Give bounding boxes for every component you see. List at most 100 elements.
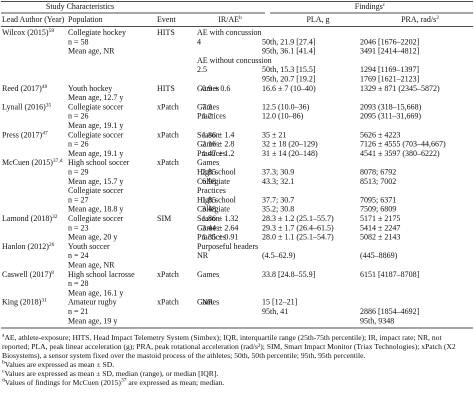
author-text: Lamond (2018) (2, 214, 52, 223)
cell-pra: 4541 ± 3597 (380–6222) (360, 149, 440, 158)
cell-population: n = 23 (68, 223, 89, 232)
column-header: Lead Author (Year) (2, 15, 65, 24)
cell-ir: NR (197, 251, 209, 260)
column-header-text: PLA, g (306, 15, 329, 24)
reference: 47 (42, 130, 48, 136)
cell-population: n = 28 (68, 279, 89, 288)
cell-population: Mean age, 19 y (68, 316, 117, 325)
cell-pra: 7509; 6809 (360, 205, 396, 214)
author: Caswell (2017)8 (2, 270, 54, 279)
cell-population: Mean age, 19.1 y (68, 149, 123, 158)
cell-population: Mean age, 12.7 y (68, 93, 123, 102)
cell-ir: AE with concussion (197, 28, 261, 37)
cell-pra: 5082 ± 2143 (360, 233, 400, 242)
cell-pra: 5414 ± 2247 (360, 223, 400, 232)
cell-event: xPatch (157, 158, 179, 167)
cell-ir: Games (197, 223, 219, 232)
cell-ir: Collegiate (197, 205, 230, 214)
cell-pra: 95th, 9348 (360, 316, 394, 325)
column-header-sup: b (239, 15, 242, 21)
group-header: Study Characteristics (46, 2, 114, 11)
footnote: dValues of findings for McCuen (2015)37 … (2, 378, 470, 387)
cell-population: n = 24 (68, 251, 89, 260)
footnote-mark: b (2, 359, 5, 366)
cell-population: n = 26 (68, 140, 89, 149)
cell-pra: 12.0 (10–86) (262, 112, 304, 121)
cell-ir: Games (197, 158, 219, 167)
author: McCuen (2015)37,d (2, 158, 63, 167)
cell-pla: 50th, 21.9 [27.4] (262, 37, 316, 46)
cell-pra: 28.0 ± 1.1 (25.1–54.7) (262, 233, 334, 242)
cell-pla: 33.8 [24.8–55.9] (262, 270, 316, 279)
cell-pla: 3.48 (202, 205, 216, 214)
author-text: Wilcox (2015) (2, 28, 49, 37)
cell-population: Mean age, 19.1 y (68, 121, 123, 130)
cell-pra: 8078; 6792 (360, 168, 396, 177)
cell-population: Mean age, NR (68, 47, 115, 56)
cell-pla: 50th, 15.3 [15.5] (262, 65, 316, 74)
cell-population: Collegiate hockey (68, 28, 126, 37)
cell-pra: 7095; 6371 (360, 195, 396, 204)
author: Hanlon (2012)26 (2, 242, 55, 251)
cell-population: Youth hockey (68, 84, 112, 93)
cell-ir: High school (197, 195, 237, 204)
reference: 31 (41, 298, 47, 304)
group-header: Findingsc (355, 2, 386, 11)
cell-pla: 95th, 36.1 [41.4] (262, 47, 316, 56)
footnote-text: are expressed as mean; median. (126, 378, 225, 387)
author: Lamond (2018)32 (2, 214, 58, 223)
cell-population: Youth soccer (68, 242, 110, 251)
author: King (2018)31 (2, 298, 47, 307)
cell-pra: 31 ± 14 (20–148) (262, 149, 318, 158)
cell-pla: 1.86 ± 1.4 (202, 130, 234, 139)
author-text: Reed (2017) (2, 84, 42, 93)
cell-pla: 1.2 (202, 112, 212, 121)
author: Wilcox (2015)58 (2, 28, 54, 37)
column-header-text: PRA, rad/s (401, 15, 436, 24)
cell-population: Collegiate soccer (68, 214, 124, 223)
cell-ir: Games (197, 84, 219, 93)
cell-pra: 6151 [4187–8708] (360, 270, 420, 279)
author-text: Hanlon (2012) (2, 242, 49, 251)
cell-event: xPatch (157, 270, 179, 279)
cell-ir: AE without concussion (197, 56, 272, 65)
cell-population: n = 27 (68, 195, 89, 204)
cell-population: n = 26 (68, 112, 89, 121)
column-header: Event (157, 15, 176, 24)
footnote-text: Values are expressed as mean ± SD. (4, 360, 115, 369)
cell-pra: 1329 ± 871 (2345–5872) (360, 84, 440, 93)
cell-population: Mean age, 18.8 y (68, 205, 123, 214)
cell-pra: 1769 [1621–2123] (360, 75, 420, 84)
cell-ir: Games (197, 140, 219, 149)
column-header: IR/AEb (218, 15, 242, 24)
cell-population: Collegiate soccer (68, 102, 124, 111)
reference: 8 (51, 270, 54, 276)
reference: 32 (52, 214, 58, 220)
cell-event: xPatch (157, 298, 179, 307)
cell-population: Mean age, 20 y (68, 233, 117, 242)
cell-pla: 95th, 41 (262, 307, 288, 316)
cell-ir: 2.5 (197, 65, 207, 74)
cell-pra: 35 ± 21 (262, 130, 286, 139)
author-text: McCuen (2015) (2, 158, 53, 167)
reference: 58 (49, 28, 55, 34)
cell-pla: 1.85 (202, 195, 216, 204)
cell-ir: Games (197, 298, 219, 307)
cell-pla: 1.86 ± 1.32 (202, 214, 238, 223)
cell-pla: (4.5–62.9) (262, 251, 296, 260)
cell-pla: 1.47 ± 1.2 (202, 149, 234, 158)
footnote-text: Values of findings for McCuen (2015) (4, 378, 121, 387)
cell-event: SIM (157, 214, 171, 223)
cell-population: Collegiate soccer (68, 130, 124, 139)
cell-pla: 1.35 ± 0.91 (202, 233, 238, 242)
cell-pra: 2093 (318–15,668) (360, 102, 422, 111)
cell-pra: 37.7; 30.7 (262, 195, 294, 204)
column-header: Population (68, 15, 103, 24)
footnote: cValues are expressed as mean ± SD, medi… (2, 369, 470, 378)
cell-pra: 8513; 7002 (360, 177, 396, 186)
cell-pra: 2046 [1676–2202] (360, 37, 420, 46)
author: Press (2017)47 (2, 130, 48, 139)
cell-pra: 16.6 ± 7 (10–40) (262, 84, 316, 93)
cell-pra: 35.2; 30.8 (262, 205, 294, 214)
cell-pra: 12.5 (10.0–36) (262, 102, 310, 111)
